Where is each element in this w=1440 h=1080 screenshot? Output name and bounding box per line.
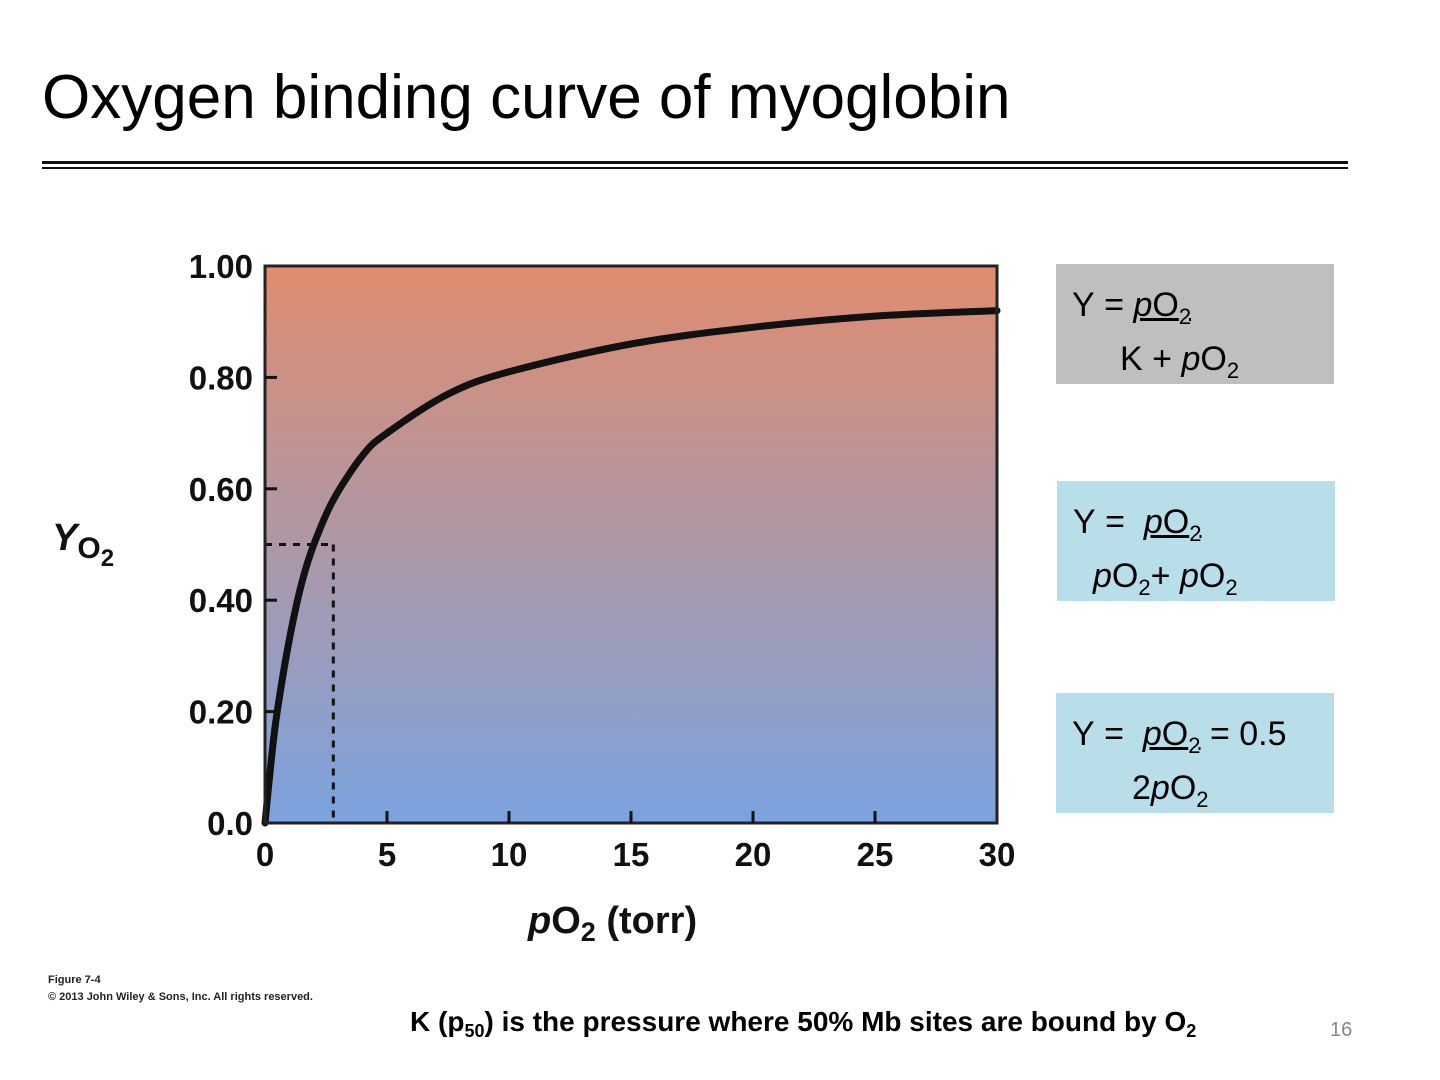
equation-box-half-saturation: Y = pO2 = 0.5 2pO2 — [1056, 693, 1334, 813]
y-tick-label: 0.60 — [189, 471, 253, 508]
title-rule-top — [42, 161, 1348, 164]
title-rule-bottom — [42, 167, 1348, 169]
binding-curve-line — [261, 307, 1001, 827]
equation-denominator-line: K + pO2 — [1120, 340, 1240, 383]
y-tick-label: 0.80 — [189, 359, 253, 396]
figure-credit: Figure 7-4 © 2013 John Wiley & Sons, Inc… — [48, 972, 313, 1006]
x-tick-label: 30 — [979, 836, 1016, 873]
equation-numerator-line: Y = pO2 — [1072, 286, 1192, 329]
footnote-text-after: ) is the pressure where 50% Mb sites are… — [484, 1006, 1187, 1037]
x-tick-label: 15 — [613, 836, 650, 873]
y-tick-label: 0.20 — [189, 694, 253, 731]
footnote-text-before: K (p — [410, 1006, 465, 1037]
y-axis-label: YO2 — [52, 517, 114, 572]
oxygen-binding-chart: 0 5 10 15 20 25 30 0.0 0.20 0.40 0.60 0.80 1.00 pO2 … — [52, 248, 1016, 947]
equation-denominator-line: pO2+ pO2 — [1093, 557, 1238, 600]
equation-denominator-line: 2pO2 — [1132, 769, 1209, 812]
p50-footnote: K (p50) is the pressure where 50% Mb sit… — [410, 1006, 1197, 1041]
slide-title: Oxygen binding curve of myoglobin — [42, 63, 1011, 132]
y-tick-label: 0.40 — [189, 582, 253, 619]
x-axis-label: pO2 (torr) — [527, 900, 697, 947]
equation-numerator-line: Y = pO2 — [1073, 503, 1202, 546]
copyright-notice: © 2013 John Wiley & Sons, Inc. All right… — [48, 991, 313, 1003]
equation-box-hyperbolic: Y = pO2 K + pO2 — [1056, 264, 1334, 384]
x-tick-label: 5 — [378, 836, 396, 873]
x-tick-label: 0 — [256, 836, 274, 873]
footnote-final-subscript: 2 — [1186, 1021, 1197, 1041]
equation-box-substitution: Y = pO2 pO2+ pO2 — [1057, 481, 1335, 601]
plot-area — [265, 266, 997, 823]
y-tick-label: 0.0 — [207, 805, 253, 842]
page-number: 16 — [1330, 1019, 1353, 1041]
x-tick-label: 10 — [491, 836, 528, 873]
figure-number: Figure 7-4 — [48, 974, 101, 986]
equation-numerator-line: Y = pO2 = 0.5 — [1072, 715, 1287, 758]
y-tick-label: 1.00 — [189, 248, 253, 285]
footnote-subscript: 50 — [464, 1021, 485, 1041]
x-tick-label: 20 — [735, 836, 772, 873]
x-tick-label: 25 — [857, 836, 894, 873]
